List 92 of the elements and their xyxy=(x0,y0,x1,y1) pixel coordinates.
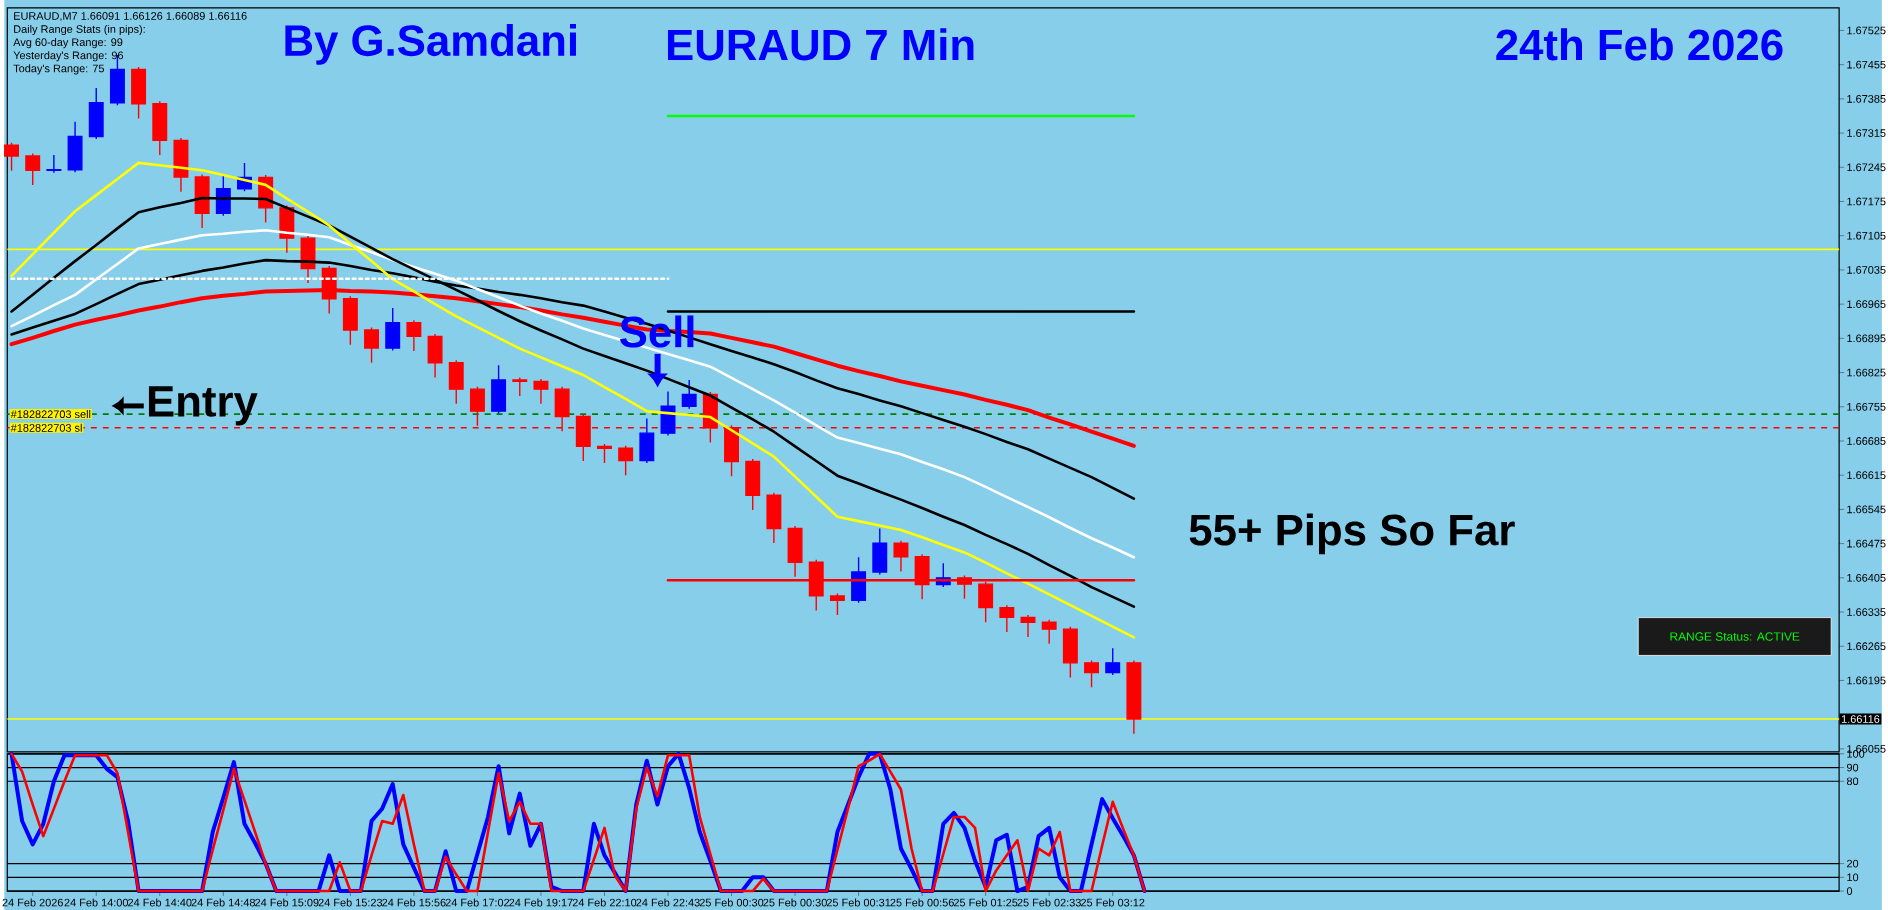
y-tick-label: 1.66825 xyxy=(1847,368,1886,377)
x-tick-label: 24 Feb 2026 xyxy=(2,898,63,907)
y-tick-label: 1.66895 xyxy=(1847,334,1886,343)
annotation: Daily Range Stats (in pips): xyxy=(14,24,145,36)
y-tick-label: 80 xyxy=(1846,777,1859,786)
candlestick xyxy=(1084,659,1100,689)
ref-line-label: #182822703 sell xyxy=(10,410,91,419)
y-tick-label: 1.67035 xyxy=(1847,266,1886,274)
candlestick xyxy=(364,326,380,364)
annotation: Entry xyxy=(148,386,258,426)
candlestick xyxy=(152,100,168,156)
text: 55+ Pips So Far xyxy=(1189,513,1515,555)
candlestick xyxy=(1041,619,1057,645)
x-tick-label: 24 Feb 17:02 xyxy=(445,898,510,907)
y-tick-label: 1.66195 xyxy=(1847,676,1886,685)
y-tick-label: 0 xyxy=(1846,887,1853,895)
y-tick-label: 10 xyxy=(1847,873,1859,882)
annotation: Avg 60-day Range: 99 xyxy=(13,38,123,49)
candlestick xyxy=(1105,647,1121,676)
y-tick-label: 1.66615 xyxy=(1847,471,1886,480)
x-tick-label: 24 Feb 22:10 xyxy=(572,898,637,907)
candlestick xyxy=(999,604,1015,633)
candlestick xyxy=(893,540,909,573)
candlestick xyxy=(1062,626,1078,679)
candlestick xyxy=(681,379,697,410)
candlestick xyxy=(67,121,83,173)
x-tick-label: 25 Feb 00:30 xyxy=(699,898,764,907)
candlestick xyxy=(745,458,761,511)
y-tick-label: 1.67525 xyxy=(1847,26,1886,35)
y-tick-label: 1.66335 xyxy=(1847,608,1886,616)
y-tick-label: 1.66475 xyxy=(1847,539,1886,548)
annotation: Yesterday's Range: 96 xyxy=(13,51,124,62)
candlestick xyxy=(385,307,401,352)
y-tick-label: 90 xyxy=(1846,763,1859,772)
candlestick xyxy=(173,137,189,193)
candlestick xyxy=(25,152,41,186)
annotation: By G.Samdani xyxy=(285,24,576,65)
candlestick xyxy=(787,525,803,578)
x-tick-label: 24 Feb 22:43 xyxy=(636,898,700,907)
ref-line-label: 1.66116 xyxy=(1841,715,1880,723)
candlestick xyxy=(491,364,507,415)
y-tick-label: 1.66755 xyxy=(1847,402,1886,411)
candlestick xyxy=(512,376,528,397)
text: 24th Feb 2026 xyxy=(1496,28,1783,61)
candlestick xyxy=(46,154,62,174)
candlestick xyxy=(533,378,549,405)
candlestick xyxy=(194,173,210,229)
x-tick-label: 25 Feb 00:30 xyxy=(763,898,827,907)
x-tick-label: 25 Feb 03:12 xyxy=(1081,898,1145,907)
chart-title: EURAUD 7 Min xyxy=(667,28,974,61)
x-tick-label: 24 Feb 14:48 xyxy=(191,898,256,907)
x-tick-label: 24 Feb 15:23 xyxy=(318,898,383,907)
y-tick-label: 1.66405 xyxy=(1847,573,1886,582)
x-tick-label: 25 Feb 02:33 xyxy=(1017,898,1081,907)
candlestick xyxy=(131,66,147,120)
y-tick-label: 1.67105 xyxy=(1847,231,1886,240)
y-tick-label: 1.67245 xyxy=(1847,163,1886,172)
x-tick-label: 24 Feb 15:09 xyxy=(255,898,319,907)
candlestick xyxy=(88,87,104,140)
x-tick-label: 24 Feb 15:56 xyxy=(382,898,446,907)
x-tick-label: 24 Feb 19:17 xyxy=(509,898,573,907)
x-tick-label: 24 Feb 14:40 xyxy=(128,898,192,907)
candlestick xyxy=(406,319,422,352)
x-tick-label: 24 Feb 14:00 xyxy=(64,898,129,907)
text: RANGE Status: ACTIVE xyxy=(1670,632,1800,641)
x-tick-label: 25 Feb 01:25 xyxy=(953,898,1018,907)
annotation: Today's Range: 75 xyxy=(13,64,105,75)
y-tick-label: 1.66685 xyxy=(1847,437,1886,445)
x-tick-label: 25 Feb 00:31 xyxy=(826,898,891,907)
candlestick xyxy=(618,445,634,476)
x-tick-label: 25 Feb 00:56 xyxy=(890,898,954,907)
y-tick-label: 1.67175 xyxy=(1847,197,1886,206)
ref-line-label: #182822703 sl xyxy=(10,423,82,432)
candlestick xyxy=(342,295,358,346)
candlestick xyxy=(766,492,782,544)
line-series xyxy=(10,229,1136,559)
y-tick-label: 1.67455 xyxy=(1847,60,1886,69)
candlestick xyxy=(448,359,464,405)
y-tick-label: 1.66545 xyxy=(1847,505,1886,514)
y-tick-label: 1.66965 xyxy=(1847,300,1886,309)
y-tick-label: 1.66265 xyxy=(1847,642,1886,651)
annotation: EURAUD,M7 1.66091 1.66126 1.66089 1.66116 xyxy=(14,12,247,22)
candlestick xyxy=(427,333,443,379)
y-tick-label: 1.67315 xyxy=(1847,129,1886,137)
candlestick xyxy=(872,527,888,576)
candlestick xyxy=(1126,659,1142,735)
candlestick xyxy=(4,142,20,172)
candlestick xyxy=(639,417,655,464)
y-tick-label: 1.67385 xyxy=(1847,95,1886,103)
candlestick xyxy=(829,592,845,616)
y-tick-label: 20 xyxy=(1847,859,1859,868)
candlestick xyxy=(1020,614,1036,638)
